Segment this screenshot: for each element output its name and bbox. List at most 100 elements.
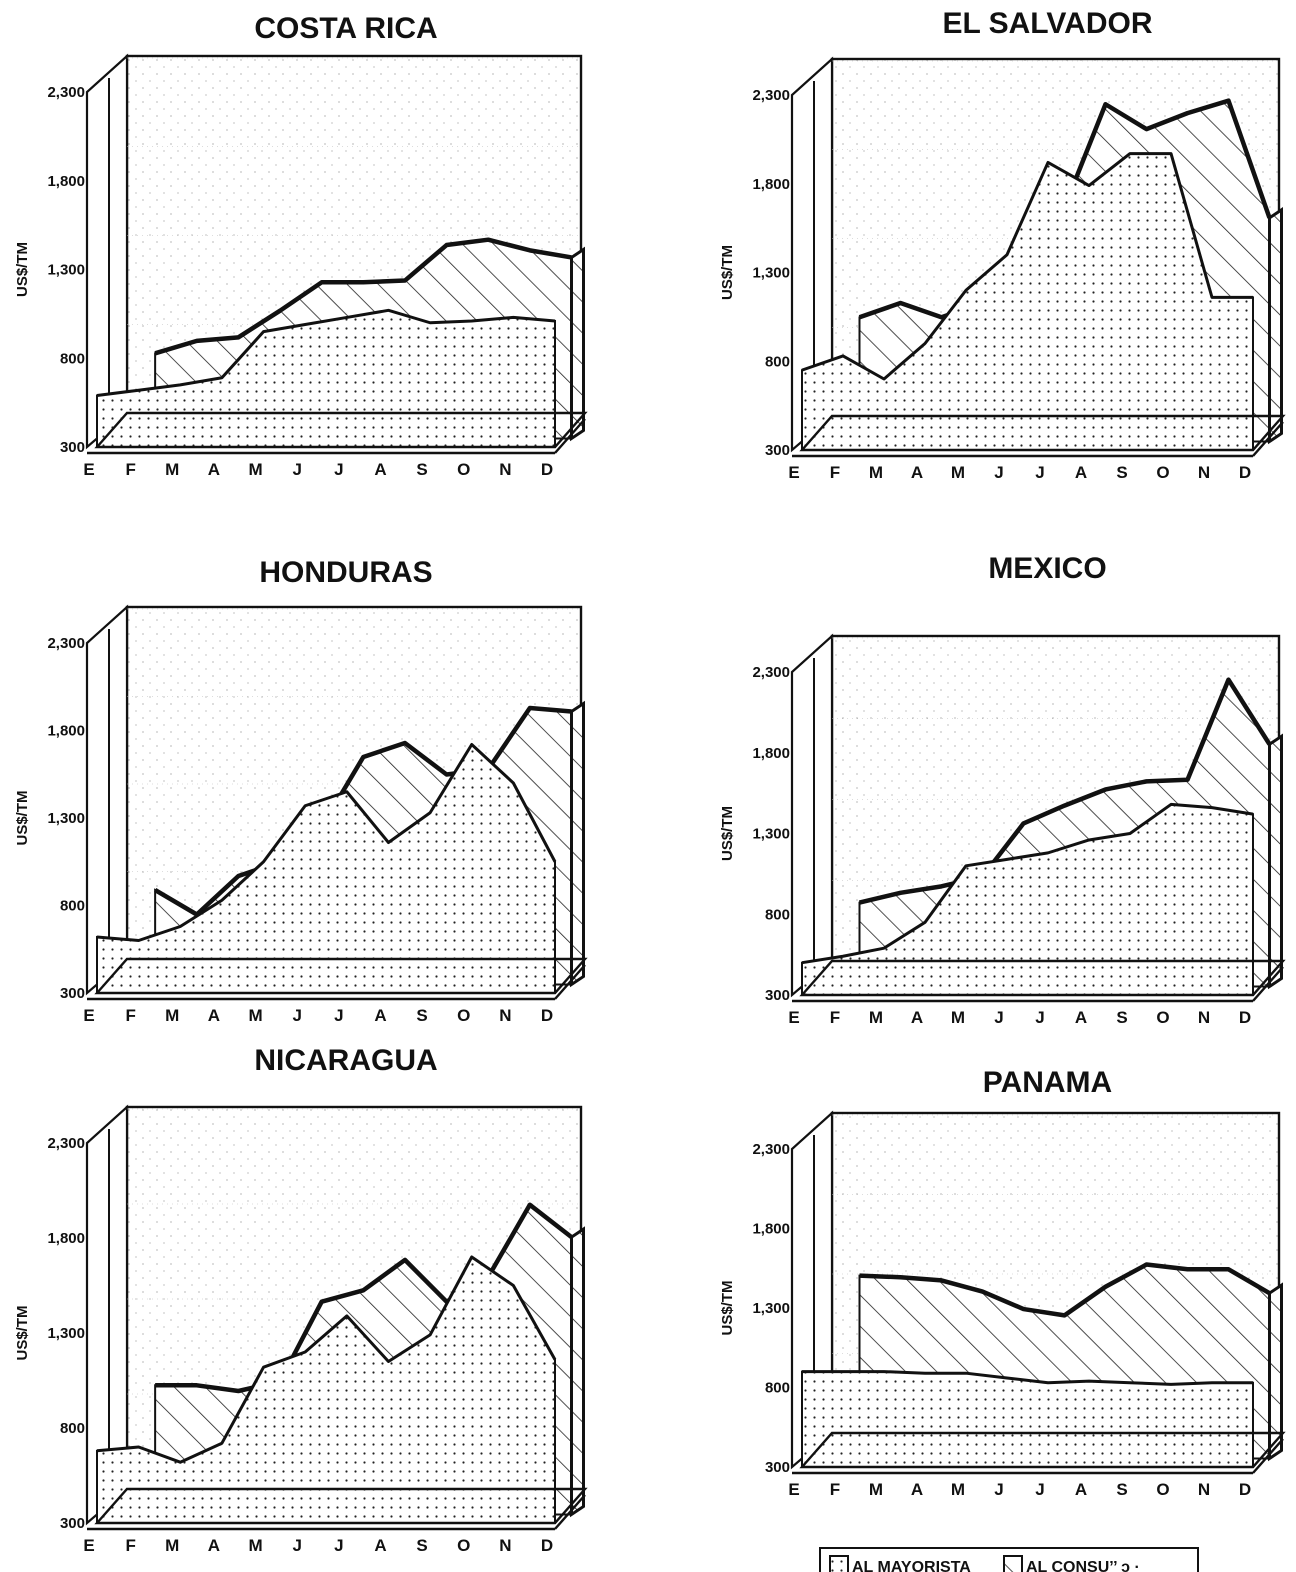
series-line-al-consumidor [859, 1262, 1271, 1318]
x-tick-label: A [1075, 1008, 1087, 1027]
x-tick-label: M [951, 463, 965, 482]
y-tick-label: 800 [765, 906, 790, 923]
x-tick-label: M [869, 463, 883, 482]
x-tick-label: A [1075, 1480, 1087, 1499]
x-tick-label: A [208, 1006, 220, 1025]
chart-title: EL SALVADOR [942, 7, 1152, 40]
x-tick-label: F [125, 1006, 135, 1025]
x-tick-label: N [499, 1536, 511, 1555]
chart-title: COSTA RICA [254, 12, 437, 45]
x-tick-label: M [869, 1008, 883, 1027]
y-axis-label: US$/TM [719, 245, 736, 300]
x-tick-label: F [830, 1480, 840, 1499]
x-tick-label: D [541, 1536, 553, 1555]
series-side-al-consumidor [1268, 733, 1283, 990]
y-tick-label: 1,300 [47, 262, 85, 279]
x-tick-label: D [1239, 1008, 1251, 1027]
x-tick-label: A [911, 463, 923, 482]
chart-left-wall [85, 604, 129, 996]
x-tick-label: A [911, 1008, 923, 1027]
x-tick-label: J [1035, 463, 1044, 482]
x-tick-label: A [208, 460, 220, 479]
floor-edge [1252, 966, 1284, 1002]
x-tick-label: J [292, 460, 301, 479]
y-tick-label: 1,800 [47, 173, 85, 190]
panels-layer: 300 800 1,300 1,800 2,300 E F M A M J J A S O N D US$/TM C… [14, 7, 1286, 1555]
y-tick-label: 2,300 [47, 84, 85, 101]
y-axis-label: US$/TM [14, 790, 31, 845]
chart-title: MEXICO [988, 552, 1106, 585]
x-tick-label: F [830, 1008, 840, 1027]
y-tick-label: 2,300 [752, 664, 790, 681]
chart-panel-nicaragua: 300 800 1,300 1,800 2,300 E F M A M J J A S O N D US$/TM N… [14, 1044, 588, 1555]
y-tick-label: 1,800 [47, 723, 85, 740]
x-tick-label: S [1116, 463, 1127, 482]
x-tick-label: J [994, 463, 1003, 482]
y-tick-label: 1,800 [47, 1230, 85, 1247]
x-tick-label: J [334, 1006, 343, 1025]
series-line-al-mayorista [96, 1255, 557, 1464]
x-tick-label: J [292, 1006, 301, 1025]
y-tick-label: 2,300 [752, 87, 790, 104]
x-tick-label: S [1116, 1008, 1127, 1027]
y-tick-label: 2,300 [47, 635, 85, 652]
x-tick-label: A [374, 1536, 386, 1555]
chart-floor [94, 957, 588, 995]
chart-floor [799, 1431, 1286, 1469]
series-area-al-mayorista [801, 1370, 1254, 1468]
y-tick-label: 1,800 [752, 176, 790, 193]
y-tick-label: 300 [765, 442, 790, 459]
series-side-al-consumidor [570, 1226, 585, 1518]
legend-label-consumidor: AL CONSU’’ ɔ · [1026, 1559, 1140, 1572]
x-tick-label: O [457, 1536, 470, 1555]
x-tick-label: M [248, 460, 262, 479]
x-tick-label: O [457, 1006, 470, 1025]
x-tick-label: D [1239, 463, 1251, 482]
x-tick-label: D [541, 460, 553, 479]
x-tick-label: S [416, 1536, 427, 1555]
series-line-al-mayorista [96, 308, 556, 398]
y-tick-label: 1,300 [752, 826, 790, 843]
chart-title: HONDURAS [259, 556, 432, 589]
y-tick-label: 2,300 [47, 1135, 85, 1152]
y-tick-label: 800 [765, 353, 790, 370]
floor-edge [1252, 1438, 1284, 1474]
legend-label-mayorista: AL MAYORISTA [852, 1559, 971, 1572]
y-axis-label: US$/TM [719, 1280, 736, 1335]
x-tick-label: M [951, 1480, 965, 1499]
chart-panel-el-salvador: 300 800 1,300 1,800 2,300 E F M A M J J A S O N D US$/TM E… [719, 7, 1286, 482]
y-tick-label: 300 [60, 439, 85, 456]
x-tick-label: M [869, 1480, 883, 1499]
x-tick-label: E [83, 1536, 94, 1555]
chart-floor [799, 959, 1286, 997]
chart-panel-honduras: 300 800 1,300 1,800 2,300 E F M A M J J A S O N D US$/TM H… [14, 556, 588, 1025]
chart-floor [94, 411, 588, 449]
floor-edge [1252, 421, 1284, 457]
chart-panel-mexico: 300 800 1,300 1,800 2,300 E F M A M J J A S O N D US$/TM M… [719, 552, 1286, 1027]
x-tick-label: E [83, 1006, 94, 1025]
x-tick-label: J [334, 1536, 343, 1555]
x-tick-label: J [994, 1480, 1003, 1499]
floor-edge [554, 418, 586, 454]
x-tick-label: N [1198, 1008, 1210, 1027]
y-tick-label: 1,300 [752, 265, 790, 282]
x-tick-label: J [334, 460, 343, 479]
x-tick-label: S [416, 1006, 427, 1025]
x-tick-label: M [951, 1008, 965, 1027]
x-tick-label: A [1075, 463, 1087, 482]
series-line-al-mayorista [801, 802, 1254, 965]
legend-swatch-dots [829, 1555, 849, 1572]
y-tick-label: 1,800 [752, 1221, 790, 1238]
y-axis-label: US$/TM [719, 806, 736, 861]
chart-panel-panama: 300 800 1,300 1,800 2,300 E F M A M J J A S O N D US$/TM P… [719, 1066, 1286, 1499]
x-tick-label: E [788, 1480, 799, 1499]
x-tick-label: F [125, 1536, 135, 1555]
series-line-al-mayorista [96, 743, 557, 942]
x-tick-label: N [1198, 1480, 1210, 1499]
series-line-al-consumidor [153, 705, 572, 917]
x-tick-label: O [457, 460, 470, 479]
x-tick-label: O [1156, 463, 1169, 482]
series-line-al-mayorista [802, 1370, 1253, 1386]
series-line-al-mayorista [801, 152, 1253, 381]
